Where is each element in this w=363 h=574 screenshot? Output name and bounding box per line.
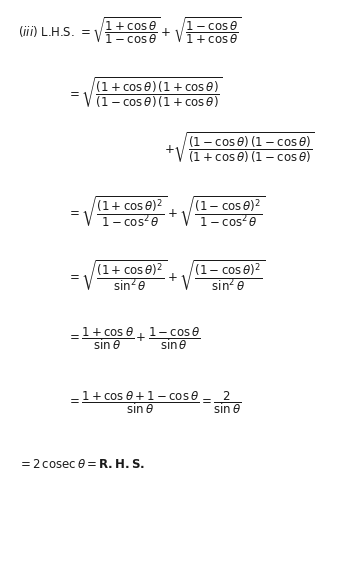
Text: $= \sqrt{\dfrac{(1+\cos\theta)^{2}}{1-\cos^{2}\theta}} + \sqrt{\dfrac{(1-\cos\th: $= \sqrt{\dfrac{(1+\cos\theta)^{2}}{1-\c… bbox=[66, 193, 265, 228]
Text: $+ \sqrt{\dfrac{(1-\cos\theta)\,(1-\cos\theta)}{(1+\cos\theta)\,(1-\cos\theta)}}: $+ \sqrt{\dfrac{(1-\cos\theta)\,(1-\cos\… bbox=[164, 130, 315, 165]
Text: $= \dfrac{1+\cos\theta}{\sin\theta} + \dfrac{1-\cos\theta}{\sin\theta}$: $= \dfrac{1+\cos\theta}{\sin\theta} + \d… bbox=[66, 325, 200, 352]
Text: $= 2\,\mathrm{cosec}\,\theta = \mathbf{R.H.S.}$: $= 2\,\mathrm{cosec}\,\theta = \mathbf{R… bbox=[18, 457, 145, 471]
Text: $(iii)$ L.H.S. $= \sqrt{\dfrac{1+\cos\theta}{1-\cos\theta}} + \sqrt{\dfrac{1-\co: $(iii)$ L.H.S. $= \sqrt{\dfrac{1+\cos\th… bbox=[18, 16, 241, 46]
Text: $= \sqrt{\dfrac{(1+\cos\theta)^{2}}{\sin^{2}\theta}} + \sqrt{\dfrac{(1-\cos\thet: $= \sqrt{\dfrac{(1+\cos\theta)^{2}}{\sin… bbox=[66, 258, 265, 293]
Text: $= \dfrac{1+\cos\theta+1-\cos\theta}{\sin\theta} = \dfrac{2}{\sin\theta}$: $= \dfrac{1+\cos\theta+1-\cos\theta}{\si… bbox=[66, 389, 241, 416]
Text: $= \sqrt{\dfrac{(1+\cos\theta)\,(1+\cos\theta)}{(1-\cos\theta)\,(1+\cos\theta)}}: $= \sqrt{\dfrac{(1+\cos\theta)\,(1+\cos\… bbox=[66, 76, 222, 110]
